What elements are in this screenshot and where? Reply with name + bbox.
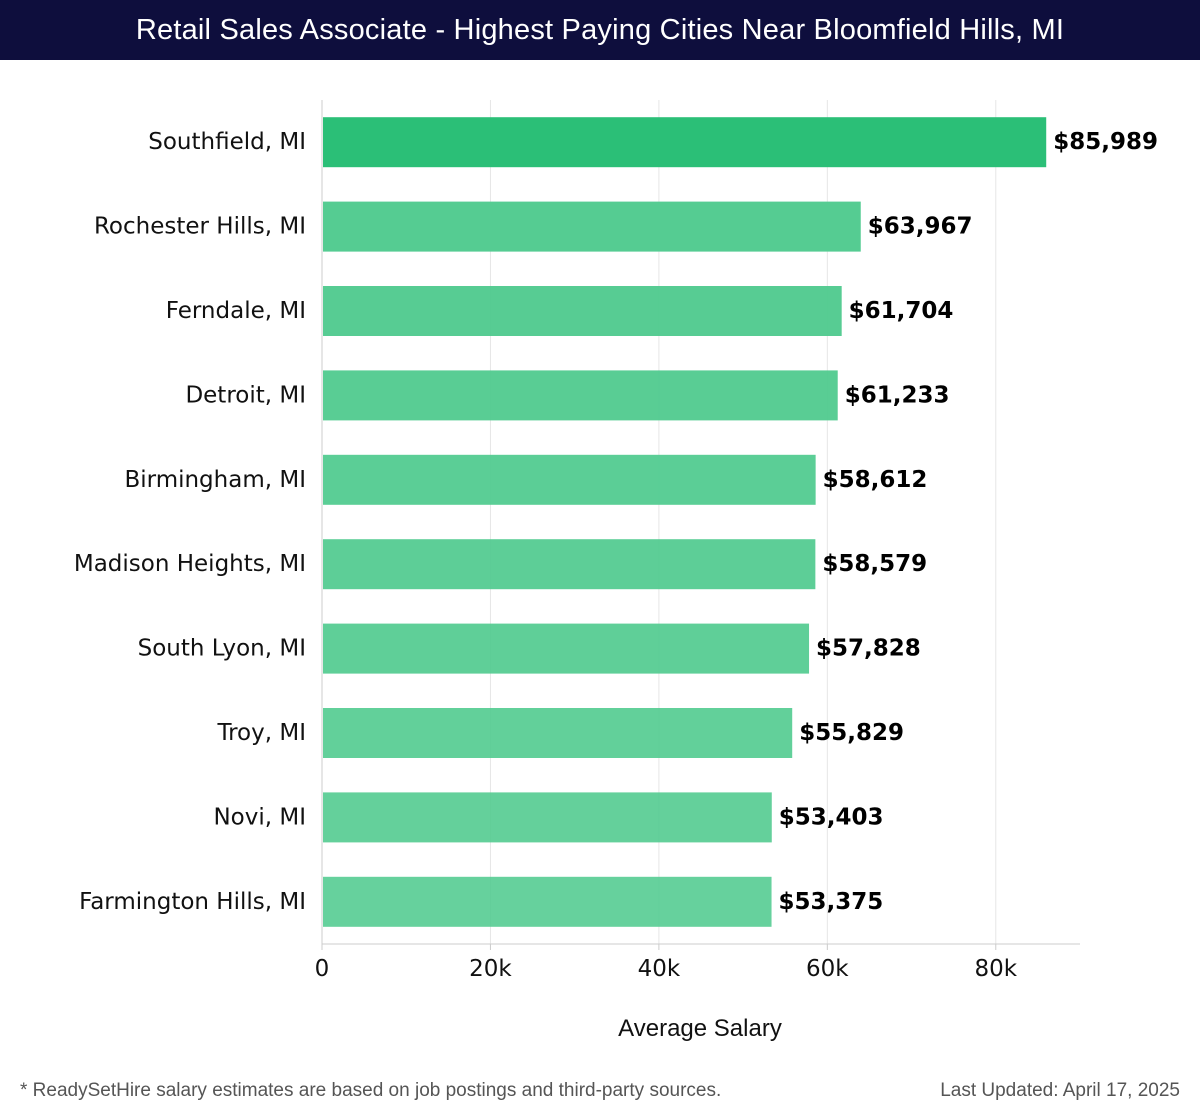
bar — [323, 370, 838, 421]
bar — [323, 286, 842, 336]
value-label: $53,375 — [779, 889, 884, 915]
footnote: * ReadySetHire salary estimates are base… — [20, 1080, 722, 1101]
value-label: $63,967 — [868, 214, 973, 240]
last-updated: Last Updated: April 17, 2025 — [940, 1080, 1180, 1101]
value-label: $57,828 — [816, 636, 921, 662]
category-label: Madison Heights, MI — [74, 551, 306, 577]
bar — [323, 876, 772, 927]
value-label: $53,403 — [779, 804, 884, 830]
bar — [323, 117, 1047, 168]
x-tick-label: 0 — [315, 956, 330, 982]
value-label: $58,612 — [823, 467, 928, 493]
category-label: Rochester Hills, MI — [94, 214, 306, 240]
value-label: $61,233 — [845, 382, 950, 408]
bar — [323, 201, 861, 252]
x-tick-label: 20k — [469, 956, 512, 982]
bars — [323, 117, 1047, 927]
x-axis-ticks: 0 20k 40k 60k 80k — [315, 944, 1018, 982]
bar — [323, 539, 816, 590]
value-label: $55,829 — [799, 720, 904, 746]
bar-chart: Southfield, MI Rochester Hills, MI Ferndal… — [74, 100, 1158, 1042]
bar — [323, 454, 816, 505]
chart-title: Retail Sales Associate - Highest Paying … — [0, 0, 1200, 60]
value-label: $85,989 — [1053, 129, 1158, 155]
value-label: $58,579 — [822, 551, 927, 577]
category-label: Novi, MI — [213, 804, 306, 830]
value-labels: $85,989 $63,967 $61,704 $61,233 $58,612 $58,5… — [779, 129, 1158, 915]
x-tick-label: 60k — [806, 956, 849, 982]
category-label: Ferndale, MI — [166, 298, 306, 324]
category-label: Southfield, MI — [148, 129, 306, 155]
x-tick-label: 80k — [974, 956, 1017, 982]
x-tick-label: 40k — [638, 956, 681, 982]
category-label: Troy, MI — [216, 720, 306, 746]
value-label: $61,704 — [849, 298, 954, 324]
category-label: Detroit, MI — [185, 382, 306, 408]
category-labels: Southfield, MI Rochester Hills, MI Ferndal… — [74, 129, 306, 915]
category-label: Farmington Hills, MI — [79, 889, 306, 915]
x-axis-title: Average Salary — [618, 1015, 782, 1042]
category-label: Birmingham, MI — [124, 467, 306, 493]
bar — [323, 623, 810, 674]
bar — [323, 792, 772, 843]
category-label: South Lyon, MI — [138, 636, 306, 662]
bar — [323, 708, 793, 758]
